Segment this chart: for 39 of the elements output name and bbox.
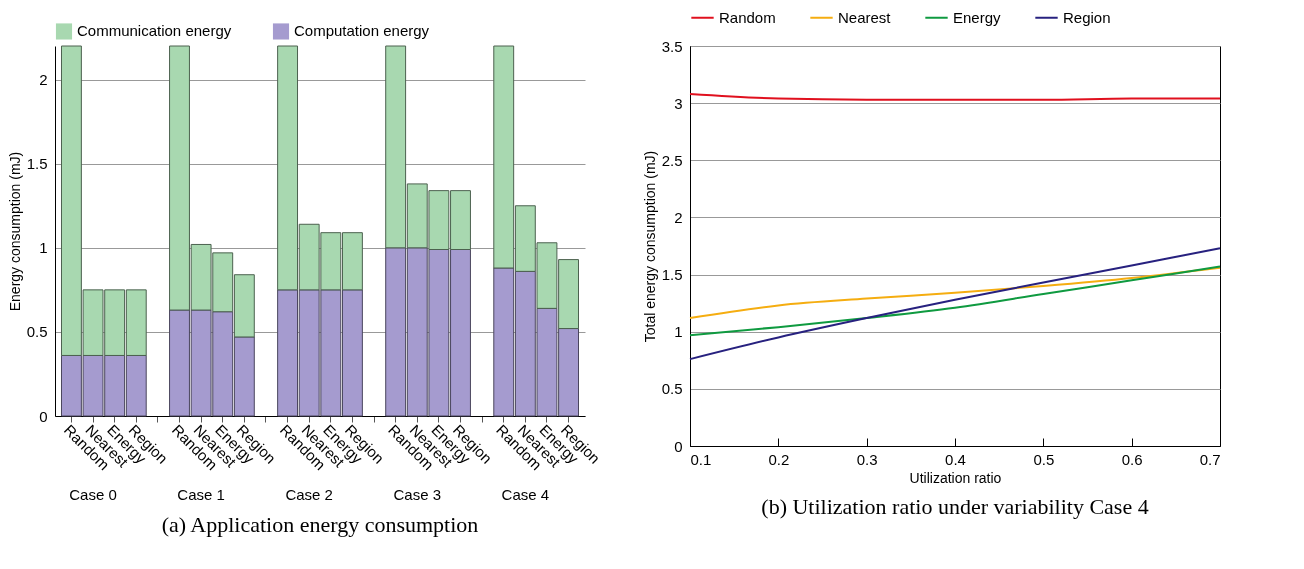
y-axis-title: Energy consumption (mJ) xyxy=(6,151,23,312)
legend-label: Random xyxy=(719,8,776,26)
text: Case 4 xyxy=(501,486,550,503)
y-tick-label: 0 xyxy=(39,407,48,425)
x-tick-label: 0.5 xyxy=(1033,450,1055,468)
y-tick-label: 0.5 xyxy=(661,380,683,398)
line-series xyxy=(689,247,1221,361)
x-tick-label: 0.7 xyxy=(1199,450,1221,468)
y-tick-label: 0 xyxy=(674,437,683,455)
y-tick-label: 2 xyxy=(674,208,683,226)
text: (b) Utilization ratio under variability Case 4 xyxy=(761,494,1149,519)
y-tick-label: 1.5 xyxy=(661,266,683,284)
y-tick-label: 0.5 xyxy=(26,323,48,341)
legend-label: Region xyxy=(1063,8,1111,26)
y-axis-title: Total energy consumption (mJ) xyxy=(641,150,658,343)
x-tick-label: 0.2 xyxy=(768,450,790,468)
y-tick-label: 2.5 xyxy=(661,151,683,169)
x-tick-label: 0.1 xyxy=(690,450,712,468)
x-tick-label: 0.3 xyxy=(856,450,878,468)
legend-label: Energy xyxy=(953,8,1002,26)
y-tick-label: 1 xyxy=(39,239,48,257)
y-tick-label: 1 xyxy=(674,323,683,341)
x-tick-label: 0.6 xyxy=(1121,450,1143,468)
y-tick-label: 3 xyxy=(674,94,683,112)
text: Case 3 xyxy=(393,486,442,503)
text: Case 1 xyxy=(177,486,225,503)
y-tick-label: 1.5 xyxy=(26,155,48,173)
legend-label: Nearest xyxy=(838,8,892,26)
text: Case 0 xyxy=(69,486,117,503)
text: (a) Application energy consumption xyxy=(161,512,479,537)
y-tick-label: 2 xyxy=(39,71,48,89)
x-tick-label: 0.4 xyxy=(945,450,966,468)
line-series xyxy=(689,266,1221,319)
line-series xyxy=(689,265,1221,337)
legend-label: Computation energy xyxy=(294,22,430,40)
legend-label: Communication energy xyxy=(77,22,232,40)
y-tick-label: 3.5 xyxy=(661,37,683,55)
x-axis-title: Utilization ratio xyxy=(909,469,1002,486)
text: Case 2 xyxy=(285,486,333,503)
